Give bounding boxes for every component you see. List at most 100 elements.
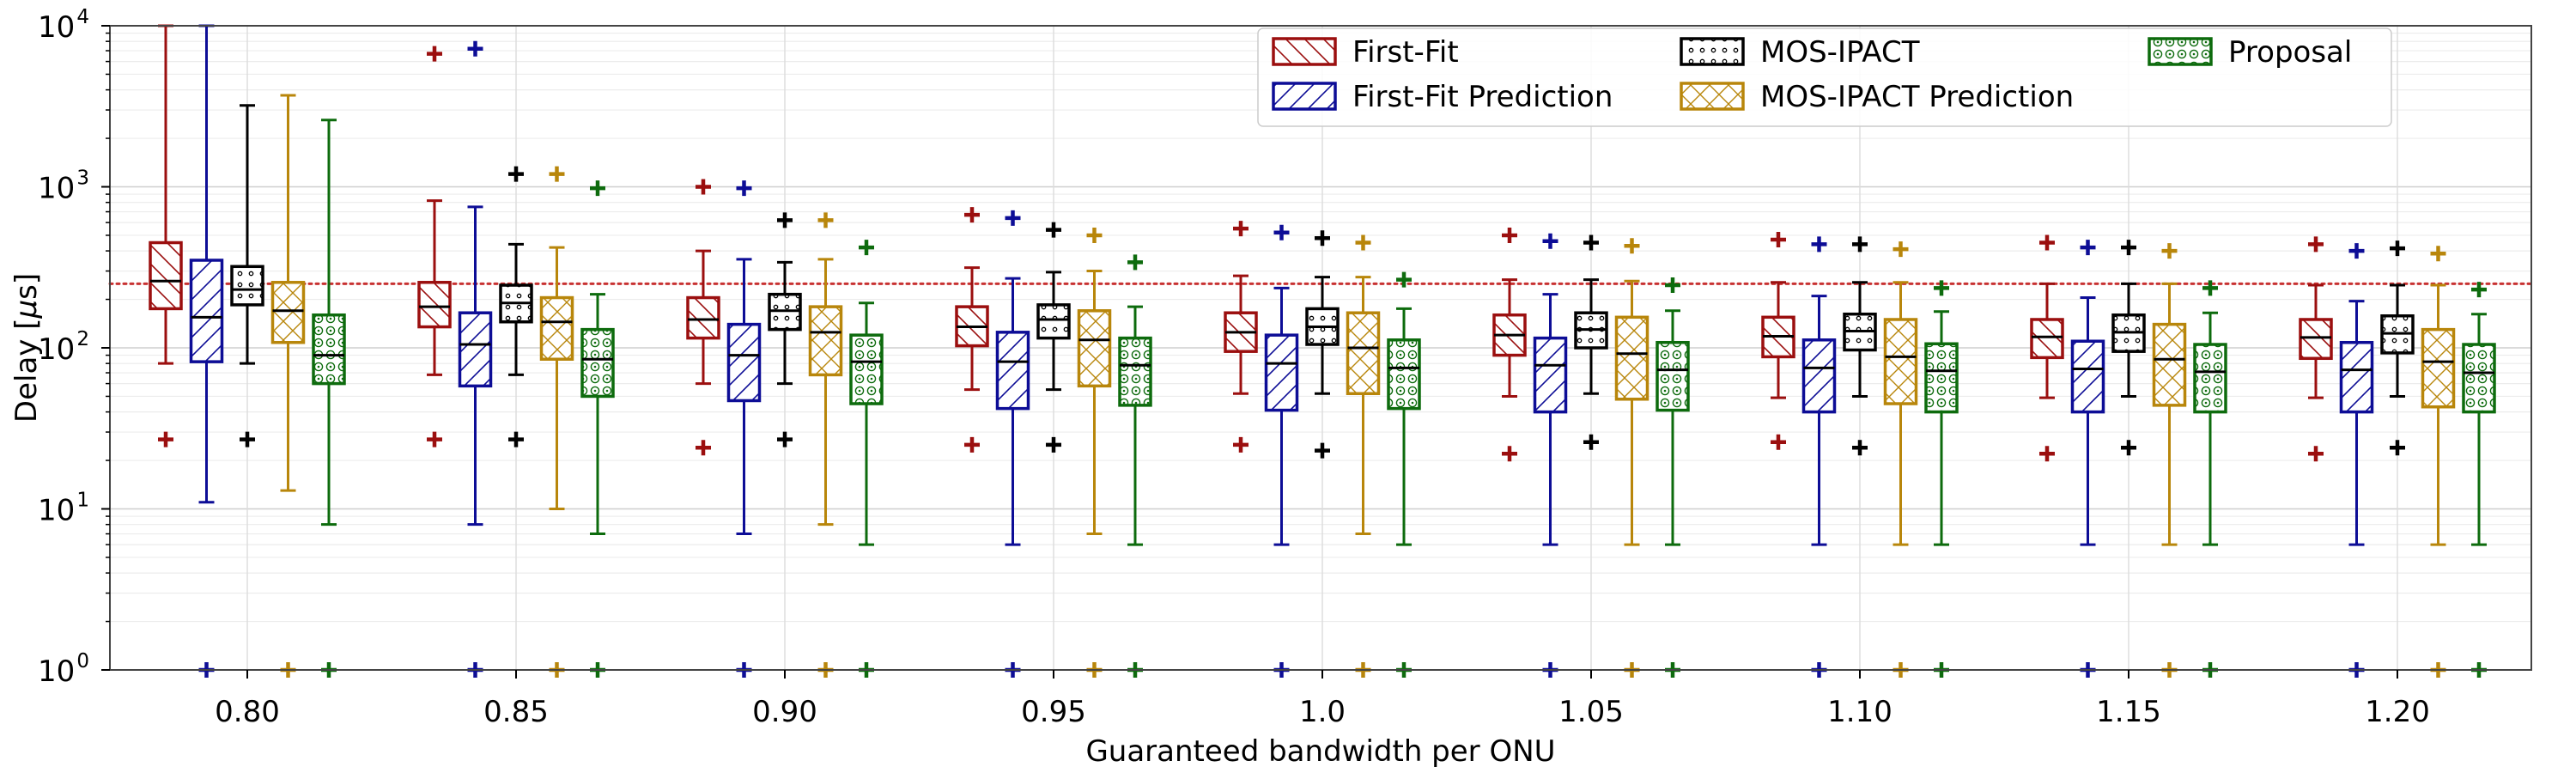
box [2030,234,2064,462]
legend-item: First-Fit Prediction [1272,80,1613,114]
legend-swatch [1272,82,1337,111]
outlier-point [1624,238,1640,254]
box-body [686,295,720,340]
legend-swatch [2148,37,2213,66]
y-tick-label: 101 [38,490,89,528]
box-body [1036,303,1071,340]
box [955,207,989,453]
legend-frame [1257,27,2392,127]
box [1843,236,1877,456]
box [189,24,224,678]
legend-label: First-Fit Prediction [1352,80,1613,114]
legend: First-Fit First-Fit Prediction MOS-IPACT MO… [1257,27,2392,127]
legend-label: MOS-IPACT Prediction [1760,80,2074,114]
outlier-point [1665,277,1680,294]
box-body [230,265,264,307]
box-body [2421,327,2456,409]
outlier-point [427,46,442,62]
outlier-point [2348,243,2365,259]
x-tick-label: 0.80 [215,695,280,729]
box [2193,280,2227,678]
box-body [1883,318,1918,405]
y-axis-label-prefix: Delay [ [9,319,44,423]
outlier-point [2121,440,2136,456]
box-body [458,311,493,388]
outlier-point [1583,234,1599,251]
box [808,212,843,678]
outlier-point [2161,243,2178,259]
box [768,212,802,447]
outlier-point [1046,222,1061,238]
box [686,179,720,456]
box-body [2152,322,2187,407]
outlier-point [427,431,442,447]
box [1224,221,1258,453]
box [1492,227,1527,462]
box [1346,234,1381,678]
outlier-point [1852,440,1868,456]
outlier-point [2202,280,2218,296]
outlier-point [696,440,711,456]
outlier-point [1315,230,1330,247]
outlier-point [1542,233,1558,249]
box [2111,240,2146,456]
legend-label: Proposal [2228,35,2352,70]
series-first-fit-prediction [189,24,2374,678]
box [2299,236,2333,462]
y-tick-exponent: 3 [76,167,89,190]
x-axis: 0.80 0.85 0.90 0.95 1.0 1.05 1.10 1.15 1.20 [215,670,2430,729]
box-body [2339,340,2374,414]
legend-label: MOS-IPACT [1760,35,1920,70]
outlier-point [2039,234,2055,251]
y-tick-exponent: 4 [76,6,89,28]
box-body [2193,343,2227,414]
outlier-point [1233,221,1249,237]
box [726,180,762,678]
series-proposal [312,119,2496,678]
outlier-point [736,180,752,197]
box-body [726,322,762,403]
outlier-point [1355,234,1371,251]
outlier-point [1086,227,1103,243]
outlier-point [508,431,524,447]
x-tick-label: 0.95 [1021,695,1086,729]
box [149,24,183,447]
outlier-point [2390,240,2405,257]
outlier-point [1046,436,1061,453]
box [2421,246,2456,678]
y-tick-base: 10 [38,332,75,367]
outlier-point [1315,442,1330,459]
series-mos-ipact [230,104,2415,459]
x-tick-label: 1.05 [1558,695,1624,729]
y-axis-label-mu: μ [9,300,44,320]
y-tick-base: 10 [38,494,75,528]
box [1036,222,1071,453]
box-body [539,295,574,361]
box [458,40,493,678]
outlier-point [777,431,793,447]
box [539,166,574,678]
box-body [580,327,615,399]
outlier-point [2430,246,2446,262]
box-body [2030,318,2064,360]
outlier-point [817,212,834,228]
series-first-fit [149,24,2333,462]
legend-swatch [1272,37,1337,66]
x-tick-label: 1.0 [1299,695,1346,729]
box-body [849,333,884,405]
box [1761,231,1795,450]
outlier-point [240,431,255,447]
outlier-point [2390,440,2405,456]
legend-swatch [1680,37,1745,66]
outlier-point [1273,224,1290,240]
box-body [1264,333,1299,412]
outlier-point [777,212,793,228]
box-body [270,281,306,344]
y-axis-label: Delay [μs] [9,273,44,423]
legend-item: MOS-IPACT Prediction [1680,80,2074,114]
box [1656,277,1690,678]
outlier-point [1502,446,1517,462]
box [2339,243,2374,678]
box [1077,227,1112,678]
